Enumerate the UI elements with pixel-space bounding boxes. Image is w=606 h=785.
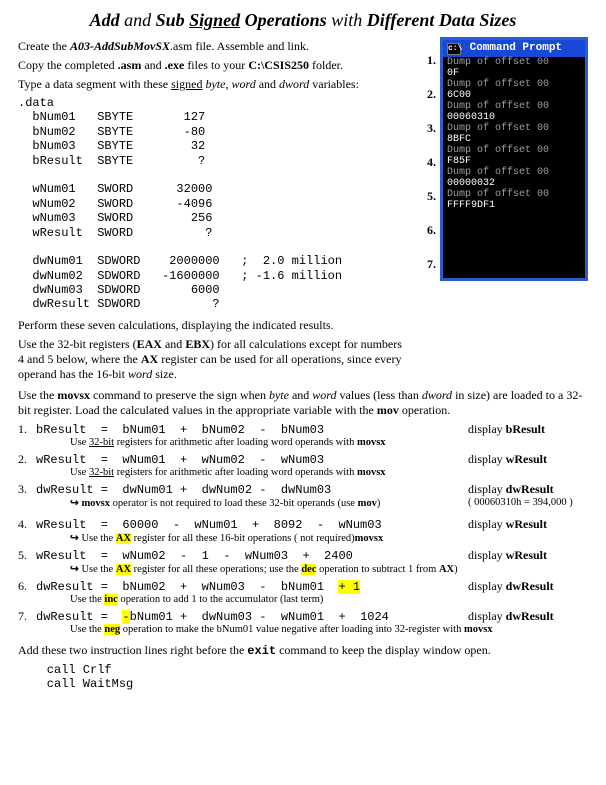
mid-para-1: Perform these seven calculations, displa… <box>18 318 410 333</box>
calc-expression: wResult = 60000 - wNum01 + 8092 - wNum03 <box>36 518 468 532</box>
dump-value: 8BFC <box>443 134 585 145</box>
calc-row: 3.dwResult = dwNum01 + dwNum02 - dwNum03… <box>18 482 588 497</box>
calc-note: Use the AX register for all these operat… <box>70 563 588 575</box>
calc-display: display dwResult <box>468 482 588 497</box>
list-num: 7. <box>418 257 436 272</box>
calc-note: movsx operator is not required to load t… <box>70 497 468 509</box>
calc-row: 2.wResult = wNum01 + wNum02 - wNum03disp… <box>18 452 588 467</box>
tail-code: call Crlf call WaitMsg <box>18 663 588 692</box>
calc-display: display wResult <box>468 452 588 467</box>
calc-row: 5.wResult = wNum02 - 1 - wNum03 + 2400di… <box>18 548 588 563</box>
list-num: 6. <box>418 223 436 238</box>
calc-number: 1. <box>18 422 36 437</box>
dump-value: 00000032 <box>443 178 585 189</box>
calc-note: Use 32-bit registers for arithmetic afte… <box>70 437 588 448</box>
cmd-title-text: Command Prompt <box>470 42 562 54</box>
calc-expression: dwResult = -bNum01 + dwNum03 - wNum01 + … <box>36 610 468 624</box>
calc-display: display dwResult <box>468 609 588 624</box>
list-num: 3. <box>418 121 436 136</box>
right-column: 1. 2. 3. 4. 5. 6. 7. c:\ Command Prompt … <box>418 37 588 386</box>
calc-number: 2. <box>18 452 36 467</box>
right-number-list: 1. 2. 3. 4. 5. 6. 7. <box>418 43 436 281</box>
calc-number: 3. <box>18 482 36 497</box>
dump-value: 00060310 <box>443 112 585 123</box>
calc-number: 6. <box>18 579 36 594</box>
dump-line: Dump of offset 00 <box>443 167 585 178</box>
calc-display: display bResult <box>468 422 588 437</box>
calc-display: display wResult <box>468 548 588 563</box>
dump-line: Dump of offset 00 <box>443 79 585 90</box>
dump-line: Dump of offset 00 <box>443 101 585 112</box>
calc-note: Use the AX register for all these 16-bit… <box>70 532 588 544</box>
calc-row: 1.bResult = bNum01 + bNum02 - bNum03disp… <box>18 422 588 437</box>
calc-row: 4.wResult = 60000 - wNum01 + 8092 - wNum… <box>18 517 588 532</box>
calc-note: Use 32-bit registers for arithmetic afte… <box>70 467 588 478</box>
calc-expression: bResult = bNum01 + bNum02 - bNum03 <box>36 423 468 437</box>
intro-line-2: Copy the completed .asm and .exe files t… <box>18 58 410 73</box>
intro-line-3: Type a data segment with these signed by… <box>18 77 410 92</box>
list-num: 1. <box>418 53 436 68</box>
command-prompt-titlebar: c:\ Command Prompt <box>443 40 585 57</box>
dump-value: F85F <box>443 156 585 167</box>
dump-value: 0F <box>443 68 585 79</box>
data-segment-code: .data bNum01 SBYTE 127 bNum02 SBYTE -80 … <box>18 96 410 312</box>
calc-expression: dwResult = bNum02 + wNum03 - bNum01 + 1 <box>36 580 468 594</box>
command-prompt-body: Dump of offset 000FDump of offset 006C00… <box>443 57 585 211</box>
calculations-list: 1.bResult = bNum01 + bNum02 - bNum03disp… <box>18 422 588 635</box>
calc-display: display dwResult <box>468 579 588 594</box>
list-num: 5. <box>418 189 436 204</box>
calc-note-side: ( 00060310h = 394,000 ) <box>468 497 588 513</box>
tail-para: Add these two instruction lines right be… <box>18 643 588 659</box>
dump-line: Dump of offset 00 <box>443 57 585 68</box>
calc-note: Use the inc operation to add 1 to the ac… <box>70 594 588 605</box>
page-title: Add and Sub Signed Operations with Diffe… <box>18 10 588 31</box>
calc-number: 4. <box>18 517 36 532</box>
cmd-icon: c:\ <box>447 43 461 55</box>
calc-row: 7.dwResult = -bNum01 + dwNum03 - wNum01 … <box>18 609 588 624</box>
dump-value: FFFF9DF1 <box>443 200 585 211</box>
calc-display: display wResult <box>468 517 588 532</box>
calc-expression: wResult = wNum02 - 1 - wNum03 + 2400 <box>36 549 468 563</box>
post-cmd-para: Use the movsx command to preserve the si… <box>18 388 588 418</box>
dump-line: Dump of offset 00 <box>443 145 585 156</box>
command-prompt-window: c:\ Command Prompt Dump of offset 000FDu… <box>440 37 588 281</box>
dump-line: Dump of offset 00 <box>443 189 585 200</box>
calc-number: 7. <box>18 609 36 624</box>
dump-value: 6C00 <box>443 90 585 101</box>
main-column: Create the A03-AddSubMovSX.asm file. Ass… <box>18 37 410 386</box>
calc-expression: wResult = wNum01 + wNum02 - wNum03 <box>36 453 468 467</box>
calc-row: 6.dwResult = bNum02 + wNum03 - bNum01 + … <box>18 579 588 594</box>
intro-line-1: Create the A03-AddSubMovSX.asm file. Ass… <box>18 39 410 54</box>
mid-para-2: Use the 32-bit registers (EAX and EBX) f… <box>18 337 410 382</box>
list-num: 4. <box>418 155 436 170</box>
calc-note: Use the neg operation to make the bNum01… <box>70 624 588 635</box>
calc-expression: dwResult = dwNum01 + dwNum02 - dwNum03 <box>36 483 468 497</box>
calc-number: 5. <box>18 548 36 563</box>
dump-line: Dump of offset 00 <box>443 123 585 134</box>
list-num: 2. <box>418 87 436 102</box>
